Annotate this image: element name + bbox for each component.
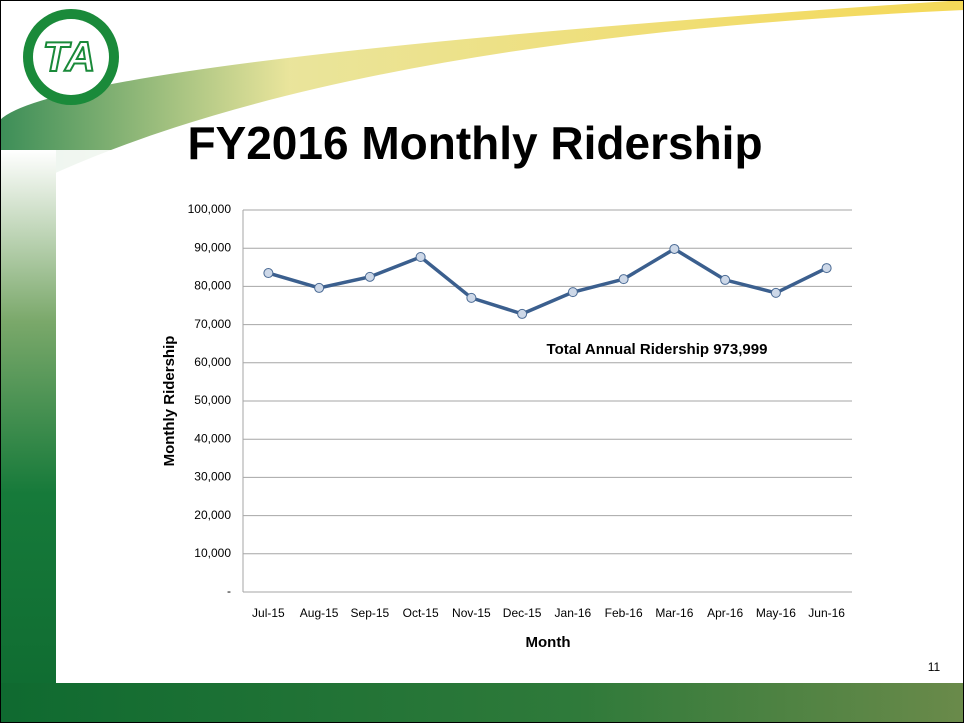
x-tick-label: Nov-15 bbox=[452, 606, 491, 620]
y-tick-label: 50,000 bbox=[194, 393, 231, 407]
x-axis-label: Month bbox=[526, 634, 571, 651]
top-swoosh bbox=[0, 0, 964, 200]
data-point bbox=[466, 292, 477, 303]
x-tick-label: Jun-16 bbox=[808, 606, 845, 620]
data-point bbox=[364, 271, 375, 282]
left-band bbox=[0, 150, 56, 723]
x-tick-label: Oct-15 bbox=[403, 606, 439, 620]
y-tick-label: 20,000 bbox=[194, 508, 231, 522]
x-tick-label: Feb-16 bbox=[605, 606, 643, 620]
data-point bbox=[567, 287, 578, 298]
logo-inner bbox=[33, 19, 109, 95]
data-point bbox=[263, 268, 274, 279]
data-point bbox=[314, 282, 325, 293]
x-tick-label: Apr-16 bbox=[707, 606, 743, 620]
data-point bbox=[669, 243, 680, 254]
x-tick-label: Aug-15 bbox=[300, 606, 339, 620]
y-tick-label: 90,000 bbox=[194, 240, 231, 254]
data-point bbox=[821, 263, 832, 274]
data-point bbox=[770, 287, 781, 298]
annotation: Total Annual Ridership 973,999 bbox=[547, 341, 768, 358]
data-point bbox=[517, 308, 528, 319]
series-line bbox=[267, 246, 828, 316]
x-tick-label: Jan-16 bbox=[555, 606, 592, 620]
x-tick-label: May-16 bbox=[756, 606, 796, 620]
x-tick-label: Jul-15 bbox=[252, 606, 285, 620]
x-tick-label: Sep-15 bbox=[351, 606, 390, 620]
y-tick-label: 30,000 bbox=[194, 470, 231, 484]
data-point bbox=[618, 274, 629, 285]
y-tick-label: - bbox=[227, 584, 231, 598]
data-point bbox=[720, 274, 731, 285]
y-tick-label: 40,000 bbox=[194, 431, 231, 445]
y-tick-label: 80,000 bbox=[194, 279, 231, 293]
logo-text: TA bbox=[43, 33, 96, 80]
bottom-band bbox=[0, 683, 964, 723]
y-tick-label: 60,000 bbox=[194, 355, 231, 369]
logo: TA bbox=[23, 9, 119, 105]
chart-title: FY2016 Monthly Ridership bbox=[187, 117, 762, 169]
y-tick-label: 100,000 bbox=[188, 202, 232, 216]
y-axis-label: Monthly Ridership bbox=[161, 336, 178, 467]
x-tick-label: Mar-16 bbox=[655, 606, 693, 620]
x-tick-label: Dec-15 bbox=[503, 606, 542, 620]
y-tick-label: 10,000 bbox=[194, 546, 231, 560]
content-panel bbox=[56, 150, 956, 683]
slide-number: 11 bbox=[928, 660, 941, 674]
y-tick-label: 70,000 bbox=[194, 317, 231, 331]
data-point bbox=[415, 251, 426, 262]
